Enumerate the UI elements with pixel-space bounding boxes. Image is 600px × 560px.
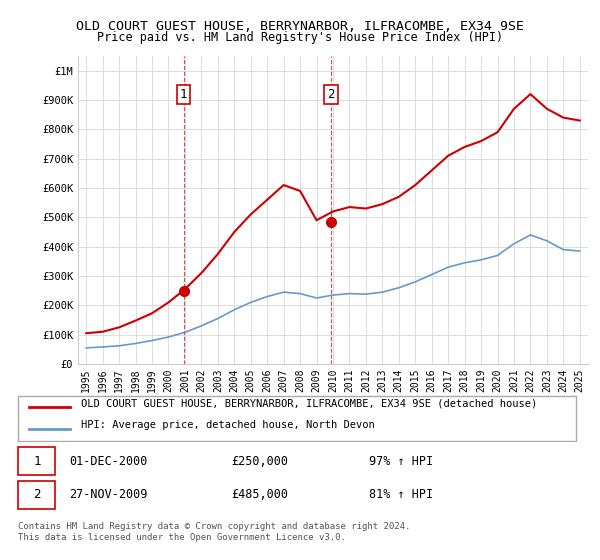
FancyBboxPatch shape (18, 396, 577, 441)
FancyBboxPatch shape (18, 447, 55, 475)
Text: 27-NOV-2009: 27-NOV-2009 (70, 488, 148, 501)
Text: HPI: Average price, detached house, North Devon: HPI: Average price, detached house, Nort… (81, 421, 375, 431)
Text: 2: 2 (33, 488, 41, 501)
Text: £250,000: £250,000 (231, 455, 288, 468)
Text: 1: 1 (33, 455, 41, 468)
Text: OLD COURT GUEST HOUSE, BERRYNARBOR, ILFRACOMBE, EX34 9SE: OLD COURT GUEST HOUSE, BERRYNARBOR, ILFR… (76, 20, 524, 32)
Text: 97% ↑ HPI: 97% ↑ HPI (369, 455, 433, 468)
Text: 01-DEC-2000: 01-DEC-2000 (70, 455, 148, 468)
Text: This data is licensed under the Open Government Licence v3.0.: This data is licensed under the Open Gov… (18, 533, 346, 542)
Text: OLD COURT GUEST HOUSE, BERRYNARBOR, ILFRACOMBE, EX34 9SE (detached house): OLD COURT GUEST HOUSE, BERRYNARBOR, ILFR… (81, 398, 538, 408)
Text: £485,000: £485,000 (231, 488, 288, 501)
Text: Contains HM Land Registry data © Crown copyright and database right 2024.: Contains HM Land Registry data © Crown c… (18, 522, 410, 531)
Text: 1: 1 (180, 87, 187, 101)
Text: Price paid vs. HM Land Registry's House Price Index (HPI): Price paid vs. HM Land Registry's House … (97, 31, 503, 44)
FancyBboxPatch shape (18, 481, 55, 509)
Text: 81% ↑ HPI: 81% ↑ HPI (369, 488, 433, 501)
Text: 2: 2 (328, 87, 335, 101)
